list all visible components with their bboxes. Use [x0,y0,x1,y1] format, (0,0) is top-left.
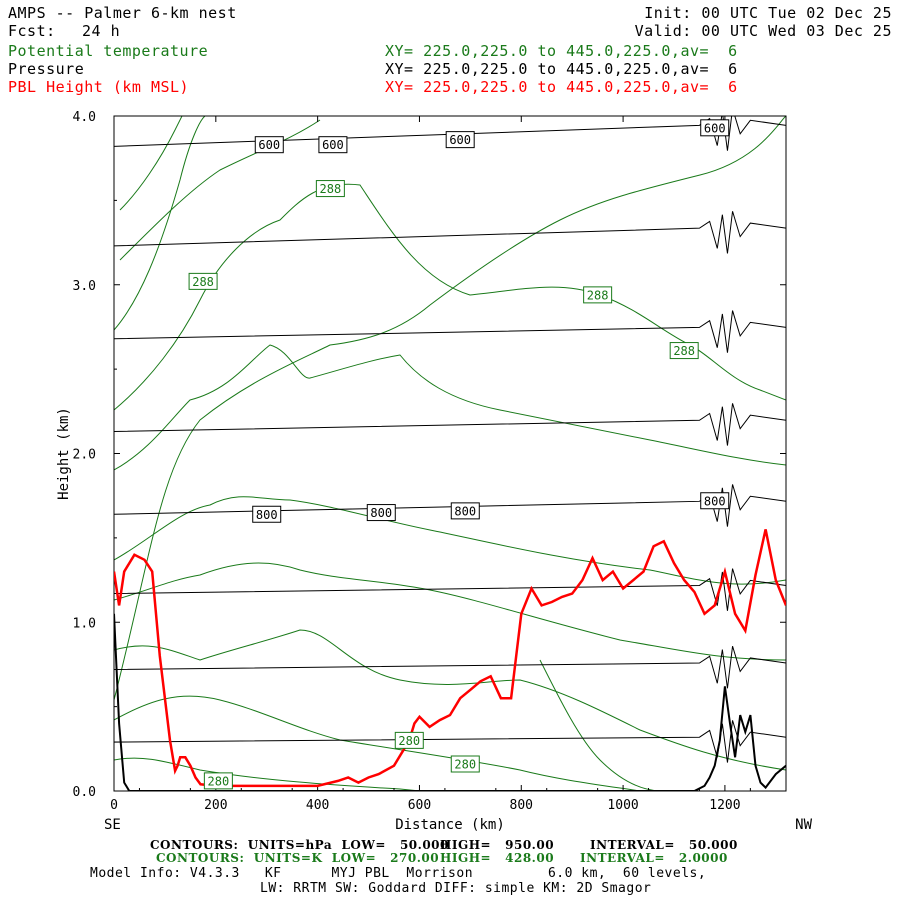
field-pressure-xy: XY= 225.0,225.0 to 445.0,225.0,av= 6 [385,60,738,78]
footer-contours-hpa-interval: INTERVAL= 50.000 [590,838,738,852]
valid-time: Valid: 00 UTC Wed 03 Dec 25 [634,22,892,40]
x-tick-label: 1000 [607,798,638,813]
theta-contour-label-box [203,772,233,790]
x-tick-label: 200 [204,798,227,813]
x-tick-label: 800 [510,798,533,813]
x-left-label: SE [104,817,121,833]
y-tick-label: 2.0 [73,448,96,463]
x-tick-label: 400 [306,798,329,813]
pressure-contour-label-box [318,136,348,154]
pressure-contour-label-box [254,136,284,154]
footer-model-info-2: LW: RRTM SW: Goddard DIFF: simple KM: 2D… [260,881,652,896]
terrain-line [114,613,786,791]
pressure-line-750 [114,403,786,446]
theta-contour-label: 288 [587,288,609,302]
x-tick-label: 0 [110,798,118,813]
pressure-line-800 [114,484,786,527]
field-theta-name: Potential temperature [8,42,209,60]
pressure-contour-label-box [450,502,480,520]
chart-axes: 0 200 400 600 800 1000 1200 0.0 1.0 2.0 3.0 4.0 Dist… [56,110,813,833]
theta-contour-label-box [188,272,218,290]
pressure-contour-label: 800 [454,504,476,518]
y-tick-label: 0.0 [73,785,96,800]
footer-contours-k-interval: INTERVAL= 2.0000 [580,851,728,865]
field-pressure-name: Pressure [8,60,85,78]
x-right-label: NW [795,817,812,833]
forecast-value: 24 h [82,22,121,40]
theta-contour-label-box [450,755,480,773]
theta-contour-label-box [669,342,699,360]
field-pbl-xy: XY= 225.0,225.0 to 445.0,225.0,av= 6 [385,78,738,96]
pressure-contour-label-box [366,504,396,522]
pressure-contour-label-box [700,492,730,510]
pressure-contour-label: 600 [704,121,726,135]
pressure-contour-label-box [252,505,282,523]
pressure-contour-label: 800 [704,494,726,508]
chart-title: AMPS -- Palmer 6-km nest [8,4,237,22]
pressure-contour-label: 600 [322,138,344,152]
footer-contours-hpa: CONTOURS: UNITS=hPa LOW= 50.000 [150,838,449,852]
theta-contour-label-box [583,286,613,304]
pbl-height-line [114,529,786,788]
y-tick-label: 4.0 [73,110,96,125]
pressure-contour-label: 800 [370,506,392,520]
y-tick-label: 3.0 [73,279,96,294]
pressure-contour-label-box [700,119,730,137]
pressure-line-900 [114,646,786,689]
pressure-contour-label: 600 [449,133,471,147]
footer-contours-k-high: HIGH= 428.00 [440,851,555,865]
plot-frame [113,115,787,792]
chart-series [114,529,786,791]
init-time: Init: 00 UTC Tue 02 Dec 25 [644,4,892,22]
pressure-contours [114,116,786,763]
theta-contour-label: 280 [454,758,476,772]
theta-contour-label-box [394,731,424,749]
footer-model-info: Model Info: V4.3.3 KF MYJ PBL Morrison 6… [90,866,707,881]
pressure-contour-label-box [445,131,475,149]
contour-labels: 600 600 600 600 800 800 800 800 288 288 288 288 280 2… [188,119,730,790]
pressure-contour-label: 800 [256,508,278,522]
theta-contour-label: 288 [192,275,214,289]
theta-contour-label: 288 [673,344,695,358]
pressure-line-650 [114,211,786,254]
pressure-line-700 [114,310,786,353]
theta-contour-lines [114,116,786,791]
pressure-line-950 [114,720,786,763]
theta-contour-label-box [315,180,345,198]
y-axis-label: Height (km) [56,407,72,500]
x-axis-label: Distance (km) [395,817,505,833]
theta-contour-label: 288 [320,182,342,196]
theta-contour-label: 280 [208,774,230,788]
field-theta-xy: XY= 225.0,225.0 to 445.0,225.0,av= 6 [385,42,738,60]
x-tick-label: 1200 [709,798,740,813]
footer-contours-k: CONTOURS: UNITS=K LOW= 270.00 [156,851,440,865]
pressure-line-850 [114,568,786,611]
forecast-label: Fcst: [8,22,56,40]
theta-contour-label: 280 [398,734,420,748]
y-tick-label: 1.0 [73,616,96,631]
pressure-contour-label: 600 [258,138,280,152]
x-tick-label: 600 [408,798,431,813]
field-pbl-name: PBL Height (km MSL) [8,78,190,96]
footer-contours-hpa-high: HIGH= 950.00 [440,838,555,852]
